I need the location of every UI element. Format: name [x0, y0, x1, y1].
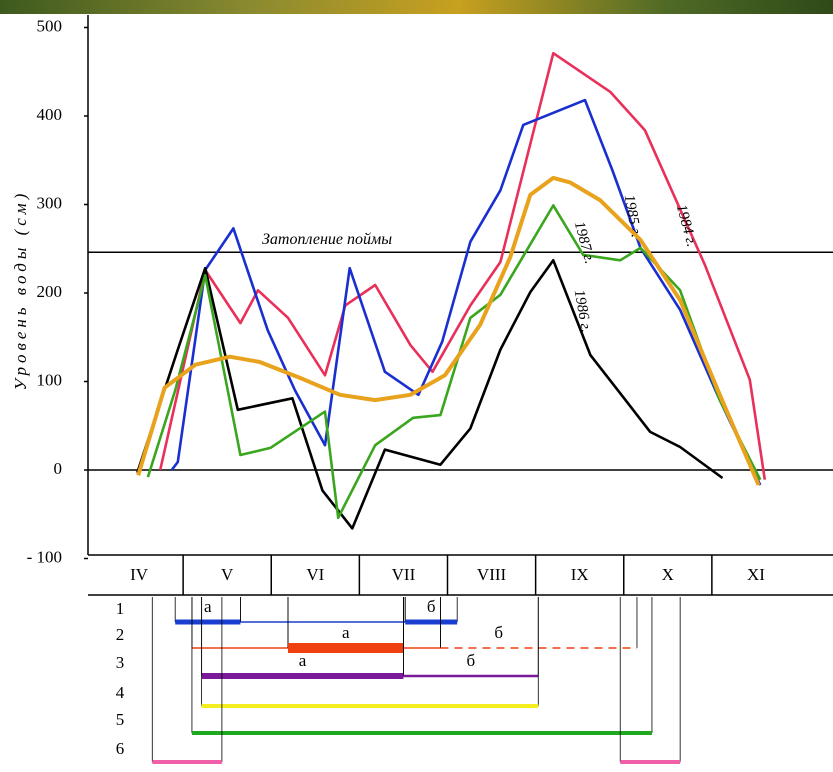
y-tick-label: 200	[37, 282, 63, 301]
period-label: б	[494, 623, 503, 642]
y-tick-label: 400	[37, 105, 63, 124]
period-label: а	[342, 623, 350, 642]
photo-strip	[0, 0, 833, 14]
row-label: 6	[116, 739, 125, 758]
x-tick-label: VI	[306, 565, 324, 584]
y-tick-label: 0	[54, 459, 63, 478]
period-label: а	[299, 651, 307, 670]
y-tick-label: - 100	[27, 547, 62, 566]
row-label: 2	[116, 625, 125, 644]
series-label: 1984 г.	[673, 203, 700, 249]
x-tick-label: XI	[747, 565, 765, 584]
row-label: 4	[116, 683, 125, 702]
y-tick-label: 500	[37, 16, 63, 35]
y-axis-label: Уровень воды (см)	[11, 190, 30, 391]
y-tick-label: 100	[37, 370, 63, 389]
x-tick-label: V	[221, 565, 234, 584]
period-label: б	[467, 651, 476, 670]
chart: Уровень воды (см) - 100 0 100 200 300 400 500 З…	[0, 0, 833, 772]
row-label: 1	[116, 599, 125, 618]
x-tick-label: VII	[392, 565, 416, 584]
row-label: 3	[116, 653, 125, 672]
row-label: 5	[116, 710, 125, 729]
x-tick-label: X	[662, 565, 674, 584]
x-tick-label: VIII	[477, 565, 507, 584]
y-tick-label: 300	[37, 193, 63, 212]
reference-label: Затопление поймы	[262, 231, 392, 248]
x-tick-label: IX	[571, 565, 589, 584]
period-label: а	[204, 597, 212, 616]
x-tick-label: IV	[130, 565, 149, 584]
period-label: б	[427, 597, 436, 616]
